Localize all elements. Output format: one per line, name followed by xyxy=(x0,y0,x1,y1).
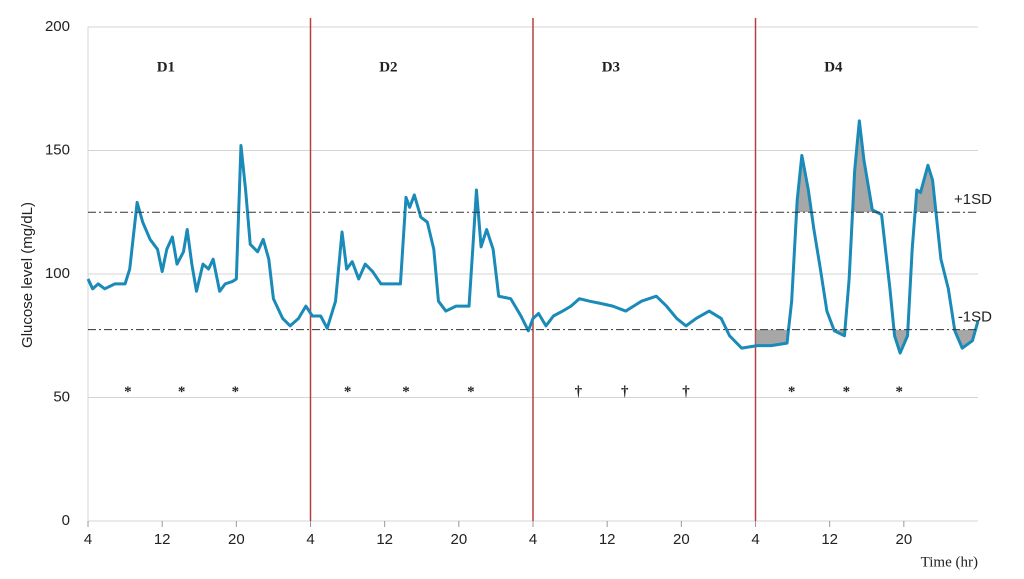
y-tick-label: 100 xyxy=(45,265,70,282)
day-label: D1 xyxy=(157,59,175,75)
x-tick-label: 4 xyxy=(84,531,92,548)
meal-marker: † xyxy=(682,384,690,400)
y-axis-label: Glucose level (mg/dL) xyxy=(19,202,36,348)
meal-marker: * xyxy=(843,384,851,400)
shaded-area xyxy=(755,329,976,354)
meal-marker: * xyxy=(467,384,475,400)
meal-marker: * xyxy=(895,384,903,400)
y-tick-label: 50 xyxy=(53,388,70,405)
x-tick-label: 4 xyxy=(306,531,314,548)
x-axis-label: Time (hr) xyxy=(921,554,978,570)
x-tick-label: 20 xyxy=(450,531,467,548)
meal-marker: * xyxy=(124,384,132,400)
x-tick-label: 12 xyxy=(821,531,838,548)
y-tick-label: 0 xyxy=(62,512,70,529)
x-tick-label: 4 xyxy=(529,531,537,548)
meal-marker: * xyxy=(232,384,240,400)
meal-marker: * xyxy=(178,384,186,400)
x-tick-label: 20 xyxy=(228,531,245,548)
y-tick-label: 200 xyxy=(45,18,70,35)
y-tick-label: 150 xyxy=(45,141,70,158)
meal-marker: * xyxy=(402,384,410,400)
meal-marker: † xyxy=(575,384,583,400)
day-label: D4 xyxy=(824,59,843,75)
x-tick-label: 12 xyxy=(154,531,171,548)
glucose-line xyxy=(86,119,980,355)
x-tick-label: 20 xyxy=(895,531,912,548)
meal-marker: * xyxy=(788,384,796,400)
x-tick-label: 20 xyxy=(673,531,690,548)
x-tick-label: 12 xyxy=(376,531,393,548)
x-tick-label: 4 xyxy=(751,531,759,548)
x-tick-label: 12 xyxy=(599,531,616,548)
reference-label: -1SD xyxy=(958,309,992,326)
reference-label: +1SD xyxy=(954,191,992,208)
meal-marker: † xyxy=(621,384,629,400)
meal-marker: * xyxy=(344,384,352,400)
day-label: D2 xyxy=(379,59,397,75)
day-label: D3 xyxy=(602,59,620,75)
